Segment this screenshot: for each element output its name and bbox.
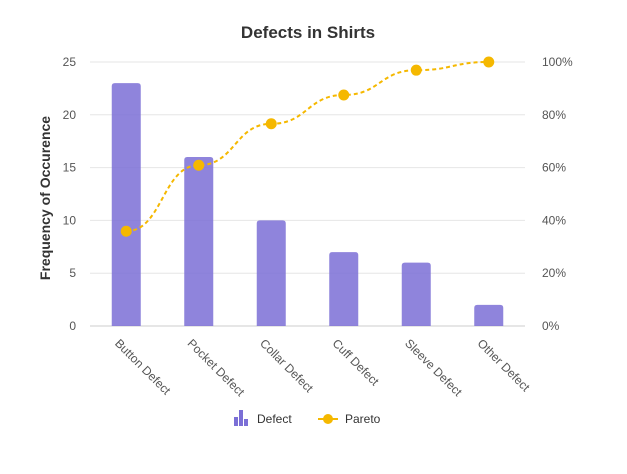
chart-title: Defects in Shirts xyxy=(241,23,375,42)
x-tick-label: Other Defect xyxy=(475,336,533,394)
legend-group: Defect Pareto xyxy=(234,410,381,426)
x-tick-label: Cuff Defect xyxy=(330,336,383,389)
bar xyxy=(401,262,431,326)
line-legend-icon xyxy=(318,414,338,424)
legend-label-defect: Defect xyxy=(257,412,292,426)
bar-legend-icon xyxy=(234,410,248,426)
bar-legend-icon-bar xyxy=(244,419,248,426)
bar-series xyxy=(111,83,504,327)
pareto-point xyxy=(483,56,495,68)
y2-tick-label: 40% xyxy=(542,213,566,227)
y2-tick-label: 100% xyxy=(542,55,573,69)
pareto-point xyxy=(265,118,277,130)
pareto-line xyxy=(126,61,489,233)
pareto-point xyxy=(410,64,422,76)
legend: Defect Pareto xyxy=(234,410,381,426)
y-tick-label: 10 xyxy=(63,213,77,227)
bar xyxy=(329,252,359,326)
pareto-series xyxy=(120,56,495,237)
x-tick-label: Pocket Defect xyxy=(185,336,248,399)
x-tick-label: Sleeve Defect xyxy=(402,336,465,399)
x-tick-label: Collar Defect xyxy=(257,336,316,395)
y2-tick-label: 60% xyxy=(542,161,566,175)
y-tick-label: 25 xyxy=(63,55,77,69)
y2-tick-label: 80% xyxy=(542,108,566,122)
y-tick-label: 5 xyxy=(69,266,76,280)
bar xyxy=(474,304,504,326)
y-tick-label: 20 xyxy=(63,108,77,122)
pareto-point xyxy=(120,225,132,237)
bar-legend-icon-bar xyxy=(239,410,243,426)
line-legend-icon-dot xyxy=(323,414,333,424)
y-tick-label: 15 xyxy=(63,161,77,175)
y2-tick-label: 0% xyxy=(542,319,560,333)
bar xyxy=(111,83,141,327)
bar xyxy=(184,157,214,326)
pareto-point xyxy=(193,159,205,171)
y-tick-label: 0 xyxy=(69,319,76,333)
gridlines xyxy=(90,61,525,327)
y-axis-title: Frequency of Occurence xyxy=(37,116,53,280)
bar xyxy=(256,220,286,326)
y2-tick-label: 20% xyxy=(542,266,566,280)
bar-legend-icon-bar xyxy=(234,417,238,426)
legend-label-pareto: Pareto xyxy=(345,412,381,426)
pareto-point xyxy=(338,89,350,101)
x-tick-label: Button Defect xyxy=(112,336,174,398)
